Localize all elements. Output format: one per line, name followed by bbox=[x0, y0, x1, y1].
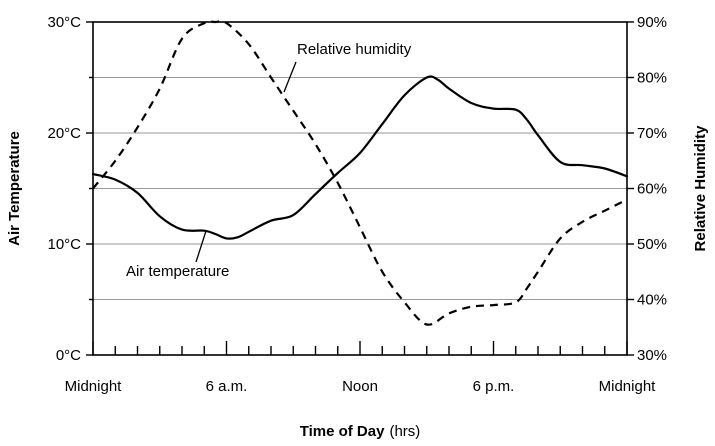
x-tick-label: 6 p.m. bbox=[473, 378, 515, 395]
x-axis-title: Time of Day (hrs) bbox=[300, 423, 421, 440]
x-tick-label: Noon bbox=[342, 378, 378, 395]
tick-layer: 0°C 10°C 20°C 30°C 30% 40% 50% 60% 70% 80% 90% Midn… bbox=[47, 14, 667, 395]
y-right-tick-label: 80% bbox=[637, 70, 667, 87]
y-right-tick-label: 30% bbox=[637, 347, 667, 364]
relative-humidity-line bbox=[92, 20, 628, 326]
y-right-tick-label: 90% bbox=[637, 14, 667, 31]
x-tick-label: 6 a.m. bbox=[206, 378, 248, 395]
x-axis-title-unit: (hrs) bbox=[389, 423, 420, 440]
x-axis-title-main: Time of Day bbox=[300, 423, 385, 440]
x-tick-label: Midnight bbox=[599, 378, 657, 395]
grid-layer bbox=[93, 77, 627, 300]
y-left-tick-label: 20°C bbox=[47, 125, 81, 142]
humidity-leader-line bbox=[283, 61, 297, 93]
y-axis-left-title: Air Temperature bbox=[6, 131, 23, 246]
y-axis-right-title: Relative Humidity bbox=[692, 125, 709, 252]
y-left-tick-label: 0°C bbox=[56, 347, 81, 364]
series-layer bbox=[91, 20, 629, 326]
y-left-tick-label: 30°C bbox=[47, 14, 81, 31]
y-right-tick-label: 50% bbox=[637, 236, 667, 253]
humidity-annotation: Relative humidity bbox=[297, 41, 412, 58]
y-right-tick-label: 40% bbox=[637, 292, 667, 309]
temperature-annotation: Air temperature bbox=[126, 263, 229, 280]
y-right-tick-label: 60% bbox=[637, 181, 667, 198]
y-right-tick-label: 70% bbox=[637, 125, 667, 142]
y-left-tick-label: 10°C bbox=[47, 236, 81, 253]
temperature-leader-line bbox=[195, 230, 207, 263]
annotation-layer: Relative humidity Air temperature bbox=[126, 41, 412, 280]
air-temperature-line bbox=[91, 75, 629, 240]
x-tick-label: Midnight bbox=[65, 378, 123, 395]
